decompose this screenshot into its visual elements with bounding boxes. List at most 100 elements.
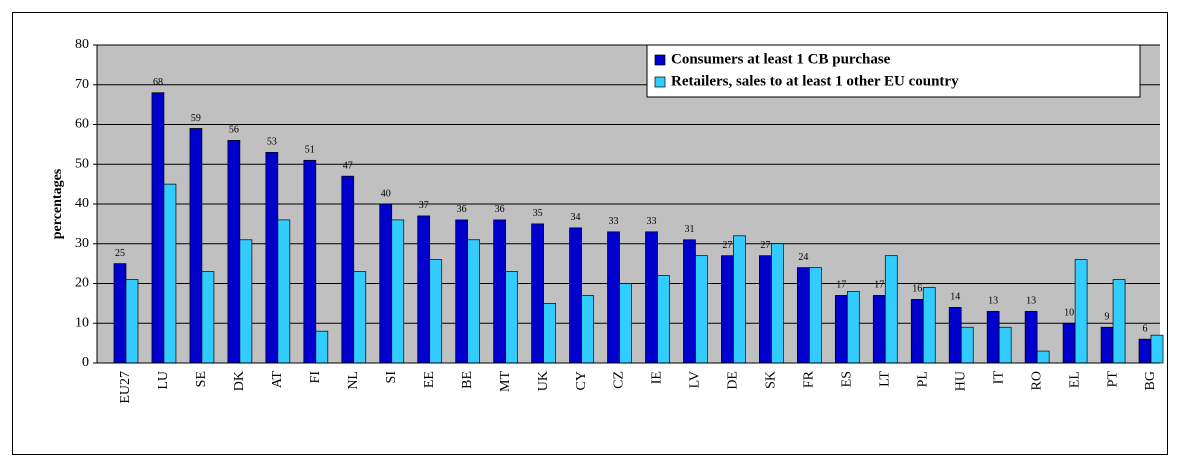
bar — [531, 223, 544, 364]
bar — [721, 255, 734, 364]
bar — [417, 215, 431, 364]
bar — [1036, 350, 1050, 364]
x-tick-label: IT — [991, 371, 1006, 385]
x-tick-label: EU27 — [118, 371, 133, 404]
data-label: 9 — [1105, 312, 1110, 323]
data-label: 17 — [874, 280, 884, 291]
data-label: 59 — [191, 113, 201, 124]
bar — [1100, 326, 1114, 364]
x-tick-label: DE — [726, 371, 741, 390]
legend-box — [646, 44, 1141, 98]
x-tick-label: HU — [953, 371, 968, 391]
bar — [948, 307, 962, 364]
data-label: 14 — [950, 292, 960, 303]
bar — [315, 330, 329, 364]
x-tick-label: PL — [915, 371, 930, 387]
bar — [379, 203, 393, 364]
bar — [569, 227, 582, 364]
x-tick-label: NL — [346, 371, 361, 390]
x-tick-label: EE — [422, 371, 437, 388]
bar — [796, 267, 810, 364]
bar — [645, 231, 658, 364]
data-label: 33 — [609, 216, 619, 227]
bar — [1112, 279, 1126, 364]
x-tick-label: DK — [232, 371, 247, 391]
bar — [581, 295, 594, 364]
bar — [619, 283, 632, 364]
bar — [1024, 310, 1038, 364]
bar — [759, 255, 772, 364]
bar — [353, 271, 367, 364]
x-tick-label: SK — [764, 371, 779, 389]
bar — [493, 219, 506, 364]
data-label: 47 — [343, 160, 353, 171]
bar — [429, 259, 443, 364]
data-label: 40 — [381, 188, 391, 199]
bar — [239, 239, 253, 364]
bar — [201, 271, 215, 364]
bar — [163, 183, 177, 364]
bar — [125, 279, 139, 364]
data-label: 27 — [722, 240, 732, 251]
x-tick-label: FI — [308, 371, 323, 384]
bar — [265, 151, 279, 364]
data-label: 36 — [457, 204, 467, 215]
bar — [872, 295, 886, 364]
bar — [467, 239, 481, 364]
data-label: 17 — [836, 280, 846, 291]
bar — [391, 219, 405, 364]
bar — [998, 326, 1012, 364]
bar — [1062, 322, 1076, 364]
x-tick-label: EL — [1067, 371, 1082, 388]
bar — [607, 231, 620, 364]
y-tick-label: 10 — [75, 315, 89, 330]
x-tick-label: MT — [498, 371, 513, 392]
x-tick-label: CZ — [612, 371, 627, 389]
data-label: 10 — [1064, 308, 1074, 319]
data-label: 34 — [571, 212, 581, 223]
x-tick-label: IE — [650, 371, 665, 384]
bar — [922, 287, 936, 364]
data-label: 6 — [1143, 323, 1148, 334]
bar — [151, 92, 165, 364]
x-tick-label: SE — [194, 371, 209, 387]
data-label: 36 — [495, 204, 505, 215]
legend-label: Retailers, sales to at least 1 other EU … — [671, 73, 959, 89]
legend-label: Consumers at least 1 CB purchase — [671, 51, 891, 67]
bar — [341, 175, 355, 364]
legend-swatch — [654, 54, 666, 66]
x-tick-label: BG — [1143, 371, 1158, 390]
data-label: 13 — [988, 296, 998, 307]
data-label: 35 — [533, 208, 543, 219]
bar — [695, 255, 708, 364]
bar — [733, 235, 746, 364]
bar — [1138, 338, 1152, 364]
bar — [277, 219, 291, 364]
bar — [505, 271, 518, 364]
x-tick-label: FR — [802, 370, 817, 388]
bar — [113, 263, 127, 364]
bar — [455, 219, 469, 364]
x-tick-label: LU — [156, 371, 171, 390]
data-label: 27 — [760, 240, 770, 251]
data-label: 51 — [305, 145, 315, 156]
data-label: 25 — [115, 248, 125, 259]
bar — [771, 243, 784, 364]
bar — [657, 275, 670, 364]
bar — [1074, 259, 1088, 364]
x-tick-label: UK — [536, 371, 551, 391]
data-label: 33 — [646, 216, 656, 227]
x-tick-label: AT — [270, 371, 285, 389]
y-tick-label: 70 — [75, 77, 89, 92]
data-label: 24 — [798, 252, 808, 263]
x-tick-label: LV — [688, 371, 703, 388]
bar — [189, 128, 203, 364]
y-tick-label: 80 — [75, 37, 89, 52]
bar — [910, 299, 924, 364]
y-tick-label: 20 — [75, 276, 89, 291]
x-tick-label: SI — [384, 371, 399, 384]
bar — [846, 291, 860, 364]
x-tick-label: ES — [840, 371, 855, 387]
bar — [986, 310, 1000, 364]
